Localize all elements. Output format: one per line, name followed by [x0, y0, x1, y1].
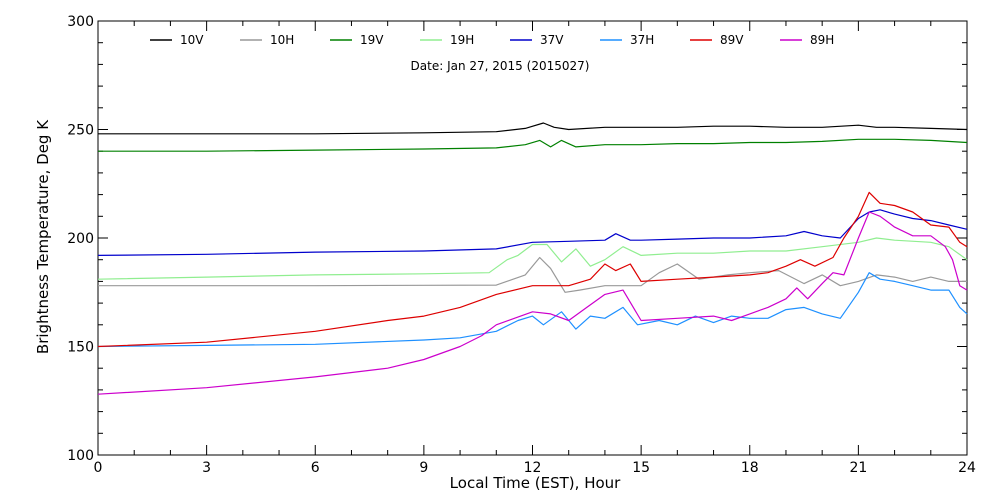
- legend-label-10h: 10H: [270, 33, 294, 47]
- series-line-89v: [97, 191, 968, 348]
- y-tick-label: 100: [67, 448, 94, 464]
- series-line-19h: [97, 237, 968, 280]
- x-tick-label: 15: [632, 460, 650, 476]
- legend-label-19h: 19H: [450, 33, 474, 47]
- y-tick-label: 200: [67, 231, 94, 247]
- series-line-19v: [98, 138, 968, 152]
- legend-label-19v: 19V: [360, 33, 384, 47]
- x-axis-ticks: 0 3 6 9 12 15 18 21 24: [94, 21, 976, 476]
- x-tick-label: 0: [94, 460, 103, 476]
- y-tick-label: 150: [67, 340, 94, 356]
- legend-label-89v: 89V: [720, 33, 744, 47]
- x-tick-label: 9: [419, 460, 428, 476]
- legend-label-37v: 37V: [540, 33, 564, 47]
- legend-label-10v: 10V: [180, 33, 204, 47]
- series-line-10v: [98, 122, 968, 135]
- x-tick-label: 12: [524, 460, 542, 476]
- series-lines: [97, 122, 968, 395]
- legend-label-37h: 37H: [630, 33, 654, 47]
- x-tick-label: 24: [958, 460, 976, 476]
- legend: 10V 10H 19V 19H 37V 37H 89V 89H: [150, 33, 834, 47]
- series-line-37h: [97, 272, 968, 348]
- series-line-10h: [98, 256, 967, 293]
- legend-label-89h: 89H: [810, 33, 834, 47]
- series-line-37v: [97, 209, 968, 256]
- x-tick-label: 21: [849, 460, 867, 476]
- date-label: Date: Jan 27, 2015 (2015027): [411, 59, 590, 73]
- x-tick-label: 6: [311, 460, 320, 476]
- x-tick-label: 18: [741, 460, 759, 476]
- y-tick-label: 300: [67, 14, 94, 30]
- y-axis-title: Brightness Temperature, Deg K: [34, 119, 52, 354]
- x-tick-label: 3: [202, 460, 211, 476]
- y-axis-ticks: 100 150 200 250 300: [67, 14, 967, 464]
- series-line-89h: [97, 211, 968, 395]
- y-tick-label: 250: [67, 123, 94, 139]
- x-axis-title: Local Time (EST), Hour: [450, 474, 621, 492]
